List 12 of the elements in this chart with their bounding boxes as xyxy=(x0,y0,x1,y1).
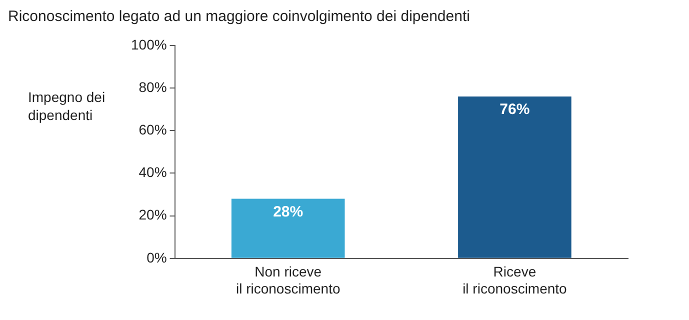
chart-title: Riconoscimento legato ad un maggiore coinvolgimento dei dipendenti xyxy=(8,8,470,25)
y-tick-label: 60% xyxy=(138,121,167,138)
x-tick-label: Non riceve il riconoscimento xyxy=(236,264,340,296)
y-tick-label: 80% xyxy=(138,78,167,95)
y-tick-label: 40% xyxy=(138,164,167,180)
data-label: 28% xyxy=(273,203,304,220)
y-tick-label: 20% xyxy=(138,206,167,223)
y-axis-title: Impegno dei dipendenti xyxy=(28,88,106,124)
y-tick-label: 100% xyxy=(130,36,167,52)
data-label: 76% xyxy=(500,101,530,118)
x-tick-label: Riceve il riconoscimento xyxy=(462,264,568,296)
y-tick-label: 0% xyxy=(146,249,167,266)
